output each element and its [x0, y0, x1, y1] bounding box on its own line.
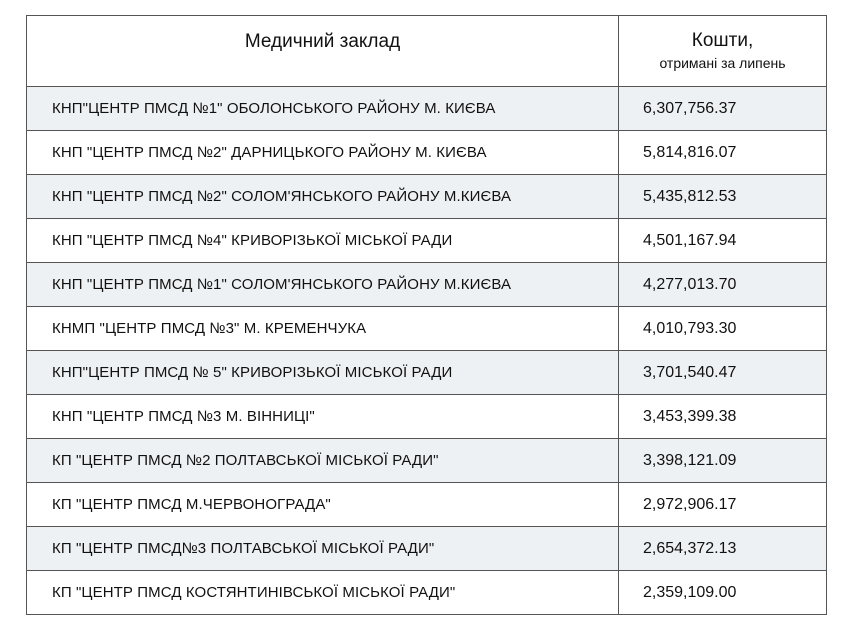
funding-table: Медичний заклад Кошти, отримані за липен…: [26, 15, 827, 615]
funds-amount: 5,814,816.07: [618, 130, 827, 175]
table-row: КНП "ЦЕНТР ПМСД №2" ДАРНИЦЬКОГО РАЙОНУ М…: [26, 130, 827, 175]
institution-name: КНП "ЦЕНТР ПМСД №2" ДАРНИЦЬКОГО РАЙОНУ М…: [26, 130, 619, 175]
institution-name: КНП "ЦЕНТР ПМСД №2" СОЛОМ'ЯНСЬКОГО РАЙОН…: [26, 174, 619, 219]
table-row: КП "ЦЕНТР ПМСД №2 ПОЛТАВСЬКОЇ МІСЬКОЇ РА…: [26, 438, 827, 483]
institution-name: КНП "ЦЕНТР ПМСД №3 М. ВІННИЦІ": [26, 394, 619, 439]
column-header-funds: Кошти, отримані за липень: [618, 15, 827, 87]
table-row: КНП"ЦЕНТР ПМСД № 5" КРИВОРІЗЬКОЇ МІСЬКОЇ…: [26, 350, 827, 395]
table-row: КНП "ЦЕНТР ПМСД №2" СОЛОМ'ЯНСЬКОГО РАЙОН…: [26, 174, 827, 219]
institution-name: КП "ЦЕНТР ПМСД КОСТЯНТИНІВСЬКОЇ МІСЬКОЇ …: [26, 570, 619, 615]
funds-amount: 3,398,121.09: [618, 438, 827, 483]
institution-name: КП "ЦЕНТР ПМСД№3 ПОЛТАВСЬКОЇ МІСЬКОЇ РАД…: [26, 526, 619, 571]
table-row: КП "ЦЕНТР ПМСД№3 ПОЛТАВСЬКОЇ МІСЬКОЇ РАД…: [26, 526, 827, 571]
table-row: КНП"ЦЕНТР ПМСД №1" ОБОЛОНСЬКОГО РАЙОНУ М…: [26, 86, 827, 131]
funds-amount: 6,307,756.37: [618, 86, 827, 131]
column-header-funds-subtitle: отримані за липень: [659, 55, 786, 71]
column-header-institution: Медичний заклад: [26, 15, 619, 87]
table-row: КНП "ЦЕНТР ПМСД №3 М. ВІННИЦІ" 3,453,399…: [26, 394, 827, 439]
funds-amount: 3,701,540.47: [618, 350, 827, 395]
institution-name: КНП "ЦЕНТР ПМСД №1" СОЛОМ'ЯНСЬКОГО РАЙОН…: [26, 262, 619, 307]
funds-amount: 3,453,399.38: [618, 394, 827, 439]
funds-amount: 4,277,013.70: [618, 262, 827, 307]
funds-amount: 4,010,793.30: [618, 306, 827, 351]
table-header-row: Медичний заклад Кошти, отримані за липен…: [26, 15, 827, 87]
funds-amount: 2,654,372.13: [618, 526, 827, 571]
institution-name: КНП"ЦЕНТР ПМСД №1" ОБОЛОНСЬКОГО РАЙОНУ М…: [26, 86, 619, 131]
institution-name: КП "ЦЕНТР ПМСД М.ЧЕРВОНОГРАДА": [26, 482, 619, 527]
table-row: КНП "ЦЕНТР ПМСД №1" СОЛОМ'ЯНСЬКОГО РАЙОН…: [26, 262, 827, 307]
table-row: КНМП "ЦЕНТР ПМСД №3" М. КРЕМЕНЧУКА 4,010…: [26, 306, 827, 351]
institution-name: КНП "ЦЕНТР ПМСД №4" КРИВОРІЗЬКОЇ МІСЬКОЇ…: [26, 218, 619, 263]
institution-name: КП "ЦЕНТР ПМСД №2 ПОЛТАВСЬКОЇ МІСЬКОЇ РА…: [26, 438, 619, 483]
funds-amount: 2,359,109.00: [618, 570, 827, 615]
funds-amount: 5,435,812.53: [618, 174, 827, 219]
institution-name: КНМП "ЦЕНТР ПМСД №3" М. КРЕМЕНЧУКА: [26, 306, 619, 351]
table-row: КНП "ЦЕНТР ПМСД №4" КРИВОРІЗЬКОЇ МІСЬКОЇ…: [26, 218, 827, 263]
institution-name: КНП"ЦЕНТР ПМСД № 5" КРИВОРІЗЬКОЇ МІСЬКОЇ…: [26, 350, 619, 395]
table-row: КП "ЦЕНТР ПМСД КОСТЯНТИНІВСЬКОЇ МІСЬКОЇ …: [26, 570, 827, 615]
funds-amount: 4,501,167.94: [618, 218, 827, 263]
column-header-funds-title: Кошти,: [691, 30, 754, 51]
funds-amount: 2,972,906.17: [618, 482, 827, 527]
table-row: КП "ЦЕНТР ПМСД М.ЧЕРВОНОГРАДА" 2,972,906…: [26, 482, 827, 527]
